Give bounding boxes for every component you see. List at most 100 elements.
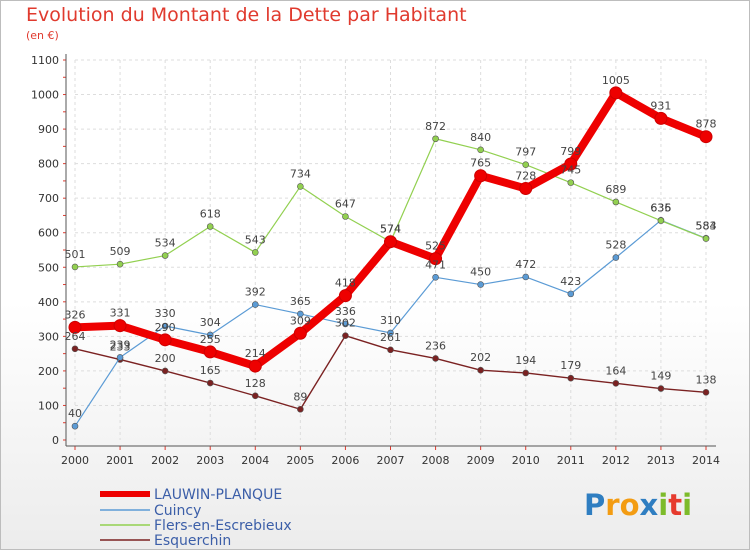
- data-point: [567, 290, 575, 298]
- x-tick-label: 2014: [692, 454, 720, 467]
- x-tick-label: 2003: [196, 454, 224, 467]
- data-point: [71, 345, 79, 353]
- data-label: 239: [110, 338, 131, 351]
- legend-label: Flers-en-Escrebieux: [154, 518, 292, 534]
- series-layer: [68, 86, 713, 430]
- data-point: [477, 281, 484, 288]
- legend-item: Flers-en-Escrebieux: [100, 518, 292, 534]
- data-label: 309: [290, 314, 311, 327]
- data-point: [116, 354, 124, 361]
- legend: LAUWIN-PLANQUECuincyFlers-en-EscrebieuxE…: [100, 487, 292, 549]
- data-point: [657, 217, 665, 224]
- x-tick-label: 2007: [377, 454, 405, 467]
- data-point: [612, 198, 620, 206]
- data-label: 255: [200, 333, 221, 346]
- data-label: 392: [245, 286, 266, 299]
- data-point: [203, 345, 217, 359]
- y-tick-label: 1000: [31, 89, 59, 102]
- logo-letter: P: [584, 488, 606, 522]
- data-label: 149: [650, 370, 671, 383]
- data-label: 331: [110, 307, 131, 320]
- data-point: [251, 392, 259, 400]
- legend-item: Esquerchin: [100, 533, 231, 549]
- logo-letter: i: [658, 488, 669, 522]
- data-point: [342, 332, 349, 339]
- data-labels-layer: 326 331 290 255 214 309 418 574 525 765 728 799 1005…: [65, 74, 717, 420]
- data-label: 418: [335, 277, 356, 290]
- chart-unit-label: (en €): [26, 29, 59, 42]
- legend-label: LAUWIN-PLANQUE: [154, 487, 282, 503]
- data-point: [206, 331, 214, 339]
- data-label: 745: [560, 164, 581, 177]
- series-lauwin-planque: [68, 86, 713, 373]
- data-label: 583: [696, 220, 717, 233]
- logo-letter: o: [619, 488, 640, 522]
- data-point: [251, 301, 259, 308]
- data-point: [161, 322, 169, 330]
- data-label: 304: [200, 316, 221, 329]
- y-tick-label: 200: [38, 365, 59, 378]
- data-point: [519, 182, 533, 196]
- data-label: 618: [200, 208, 221, 221]
- data-point: [206, 223, 214, 230]
- legend-label: Esquerchin: [154, 533, 231, 549]
- data-point: [342, 320, 349, 328]
- data-label: 236: [425, 339, 446, 352]
- data-label: 509: [110, 245, 131, 258]
- legend-label: Cuincy: [154, 503, 201, 519]
- data-label: 635: [650, 202, 671, 215]
- data-point: [522, 161, 530, 168]
- x-tick-label: 2010: [512, 454, 540, 467]
- data-point: [384, 235, 397, 249]
- data-point: [477, 146, 484, 154]
- data-label: 179: [560, 359, 581, 372]
- series-esquerchin: [71, 332, 710, 413]
- data-point: [71, 422, 79, 430]
- data-point: [342, 213, 349, 220]
- data-point: [432, 355, 439, 362]
- data-point: [297, 405, 304, 413]
- x-tick-label: 2006: [331, 454, 359, 467]
- x-tick-label: 2004: [241, 454, 269, 467]
- proxiti-logo: Proxiti: [584, 488, 692, 522]
- data-label: 336: [335, 305, 356, 318]
- data-label: 202: [470, 351, 491, 364]
- data-label: 264: [65, 330, 86, 343]
- data-label: 365: [290, 295, 311, 308]
- logo-letter: r: [605, 488, 620, 522]
- y-tick-label: 900: [38, 123, 59, 136]
- data-label: 543: [245, 233, 266, 246]
- data-label: 194: [515, 354, 536, 367]
- data-label: 647: [335, 197, 356, 210]
- data-point: [71, 263, 79, 271]
- y-tick-label: 500: [38, 261, 59, 274]
- data-label: 326: [65, 308, 86, 321]
- data-label: 290: [155, 321, 176, 334]
- data-label: 472: [515, 258, 536, 271]
- x-tick-label: 2001: [106, 454, 134, 467]
- data-point: [612, 380, 620, 387]
- data-point: [113, 319, 127, 333]
- data-label: 584: [696, 219, 717, 232]
- data-label: 1005: [602, 74, 630, 87]
- data-label: 164: [605, 364, 626, 377]
- logo-letter: i: [682, 488, 693, 522]
- data-point: [567, 374, 575, 382]
- y-tick-label: 300: [38, 330, 59, 343]
- data-label: 200: [155, 352, 176, 365]
- data-point: [657, 385, 665, 392]
- data-label: 165: [200, 364, 221, 377]
- data-point: [161, 367, 169, 375]
- data-point: [68, 320, 82, 334]
- data-label: 528: [605, 239, 626, 252]
- data-label: 689: [605, 183, 626, 196]
- x-tick-label: 2011: [557, 454, 585, 467]
- logo-letter: x: [639, 488, 659, 522]
- data-point: [654, 111, 668, 125]
- x-tick-label: 2013: [647, 454, 675, 467]
- data-label: 878: [696, 118, 717, 131]
- data-point: [612, 254, 620, 261]
- data-point: [293, 326, 307, 340]
- x-tick-label: 2009: [467, 454, 495, 467]
